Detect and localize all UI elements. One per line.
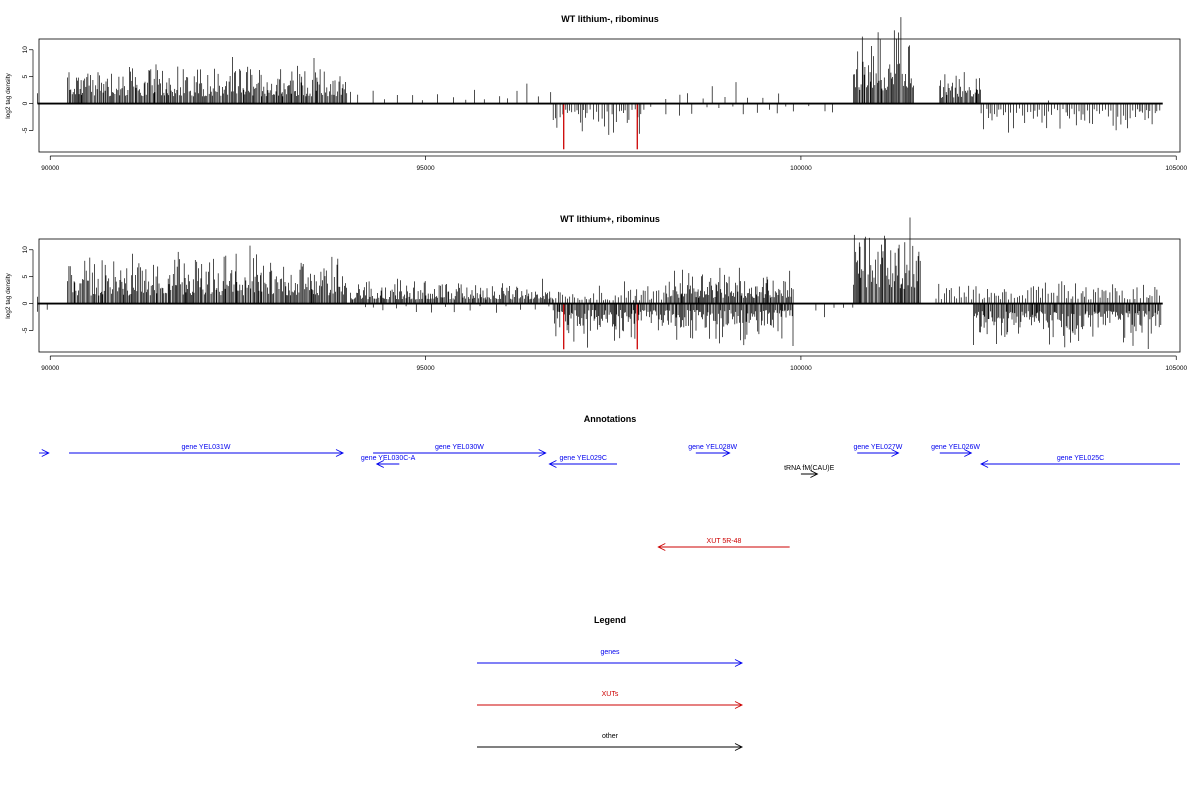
- y-tick-label: 5: [22, 274, 29, 278]
- plot-frame: [38, 238, 1181, 353]
- annotation-label: gene YEL028W: [688, 444, 737, 451]
- annotation-label: gene YEL029C: [560, 455, 607, 462]
- x-tick-label: 95000: [417, 165, 435, 172]
- y-axis-label: log2 tag density: [5, 72, 12, 118]
- legend-other-entry: other: [477, 733, 744, 751]
- annotation-label: gene YEL027W: [853, 444, 902, 451]
- annotation-label: tRNA fM(CAU)E: [784, 465, 835, 472]
- y-tick-label: 0: [22, 301, 29, 305]
- y-tick-label: 10: [22, 46, 29, 54]
- annotation-gene-arrow: gene YEL031W: [69, 444, 345, 457]
- y-tick-label: 10: [22, 246, 29, 254]
- axes: 10 5 0 -5 90000 95000 100000 105000: [22, 46, 1187, 172]
- annotation-gene-arrow: gene YEL025C: [980, 455, 1180, 468]
- legend-genes-entry: genes: [477, 649, 744, 667]
- annotation-label: gene YEL031W: [182, 444, 231, 451]
- track-panel-lithium-minus: WT lithium-, ribominus log2 tag density …: [5, 14, 1187, 172]
- track-panel-lithium-plus: WT lithium+, ribominus log2 tag density …: [5, 214, 1187, 372]
- x-tick-label: 90000: [41, 365, 59, 372]
- x-tick-label: 105000: [1165, 165, 1187, 172]
- y-tick-label: 5: [22, 74, 29, 78]
- annotation-gene-arrow: gene YEL026W: [931, 444, 980, 457]
- annotation-gene-arrow: gene YEL028W: [688, 444, 738, 457]
- legend-xuts-entry: XUTs: [477, 691, 744, 709]
- annotations-panel: Annotations gene YEL031W gene YEL030Wgene…: [39, 414, 1180, 551]
- y-axis-label: log2 tag density: [5, 272, 12, 318]
- annotation-xut-arrow: XUT 5R-48: [657, 538, 790, 551]
- y-tick-label: -5: [22, 127, 29, 133]
- annotation-other-arrow: tRNA fM(CAU)E: [784, 465, 835, 478]
- annotation-gene-arrow: gene YEL030W: [373, 444, 547, 457]
- x-tick-label: 95000: [417, 365, 435, 372]
- annotation-gene-arrow: gene YEL030C-A: [361, 455, 416, 468]
- annotation-items: gene YEL031W gene YEL030W gene YEL030C-A ge…: [39, 444, 1180, 551]
- annotation-label: gene YEL030C-A: [361, 455, 416, 462]
- bar-marks: [37, 17, 1161, 150]
- x-tick-label: 105000: [1165, 365, 1187, 372]
- x-tick-label: 90000: [41, 165, 59, 172]
- legend-label: genes: [600, 649, 620, 656]
- legend-title: Legend: [594, 615, 626, 625]
- legend-panel: Legend genes XUTs other: [477, 615, 744, 751]
- y-tick-label: 0: [22, 101, 29, 105]
- annotations-title: Annotations: [584, 414, 637, 424]
- annotation-gene-arrow: gene YEL027W: [853, 444, 903, 457]
- annotation-label: gene YEL030W: [435, 444, 484, 451]
- legend-label: XUTs: [602, 691, 619, 698]
- x-tick-label: 100000: [790, 365, 812, 372]
- axes: 10 5 0 -5 90000 95000 100000 105000: [22, 246, 1187, 372]
- legend-label: other: [602, 733, 619, 740]
- annotation-label: gene YEL026W: [931, 444, 980, 451]
- annotation-label: gene YEL025C: [1057, 455, 1104, 462]
- panel-title: WT lithium-, ribominus: [561, 14, 659, 24]
- panel-title: WT lithium+, ribominus: [560, 214, 660, 224]
- annotation-gene-arrow: [39, 449, 50, 457]
- y-tick-label: -5: [22, 327, 29, 333]
- annotation-gene-arrow: gene YEL029C: [548, 455, 618, 468]
- plot-frame: [38, 38, 1181, 153]
- annotation-label: XUT 5R-48: [707, 538, 742, 545]
- legend-items: genes XUTs other: [477, 649, 744, 751]
- bar-marks: [37, 217, 1162, 350]
- x-tick-label: 100000: [790, 165, 812, 172]
